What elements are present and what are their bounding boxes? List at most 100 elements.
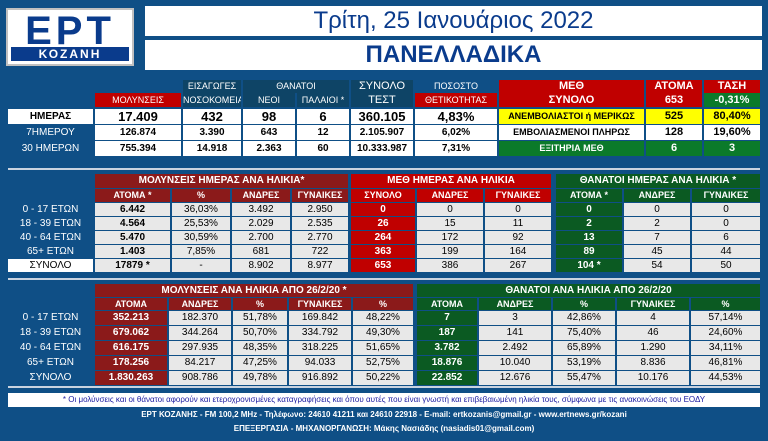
bottom-m-pg: 52,75% (353, 356, 413, 370)
col-b-gyn: ΓΥΝΑΙΚΕΣ (289, 298, 351, 310)
mid-t-andres: 45 (624, 245, 690, 258)
bottom-t-pa: 53,19% (553, 356, 615, 370)
value-neoi: 2.363 (243, 141, 295, 156)
bottom-t-pg: 46,81% (691, 356, 760, 370)
value-eisagoges: 3.390 (183, 125, 241, 140)
col-meth-gynaikes: ΓΥΝΑΙΚΕΣ (485, 189, 551, 202)
bottom-t-andres: 10.040 (479, 356, 551, 370)
mid-m-atoma: 17879 * (95, 259, 170, 272)
mid-m-gyn: 2.950 (292, 203, 348, 216)
header-mid-meth: ΜΕΘ ΗΜΕΡΑΣ ΑΝΑ ΗΛΙΚΙΑ (351, 174, 551, 188)
mid-t-gyn: 6 (692, 231, 760, 244)
header-thanatoi: ΘΑΝΑΤΟΙ (243, 80, 349, 93)
col-bt-pa: % (553, 298, 615, 310)
mid-t-atoma: 89 (556, 245, 622, 258)
bottom-m-andres: 908.786 (169, 371, 231, 385)
header-molynseis: ΜΟΛΥΝΣΕΙΣ (95, 93, 181, 107)
value-meth-total: 653 (646, 93, 702, 107)
mid-m-andres: 2.700 (232, 231, 290, 244)
col-b-atoma: ΑΤΟΜΑ (95, 298, 167, 310)
divider-mid (8, 278, 760, 280)
age-label: 0 - 17 ΕΤΩΝ (8, 311, 93, 325)
bottom-m-atoma: 679.062 (95, 326, 167, 340)
mid-e-gyn: 267 (485, 259, 551, 272)
col-bt-pg: % (691, 298, 760, 310)
value-eisagoges: 432 (183, 109, 241, 124)
bottom-m-atoma: 616.175 (95, 341, 167, 355)
col-b-pa: % (233, 298, 287, 310)
bottom-t-pa: 65,89% (553, 341, 615, 355)
mid-m-pct: 36,03% (172, 203, 230, 216)
col-meth-andres: ΑΝΔΡΕΣ (417, 189, 483, 202)
mid-m-andres: 681 (232, 245, 290, 258)
value-palaioi: 6 (297, 109, 349, 124)
bottom-m-atoma: 1.830.263 (95, 371, 167, 385)
meth-row-label: ΕΜΒΟΛΙΑΣΜΕΝΟΙ ΠΛΗΡΩΣ (499, 125, 644, 140)
value-molynseis: 755.394 (95, 141, 181, 156)
mid-e-gyn: 92 (485, 231, 551, 244)
mid-e-gyn: 0 (485, 203, 551, 216)
bottom-m-pg: 48,22% (353, 311, 413, 325)
bottom-t-atoma: 18.876 (417, 356, 477, 370)
bottom-t-pa: 42,86% (553, 311, 615, 325)
page-title: Τρίτη, 25 Ιανουάριος 2022 (145, 6, 762, 36)
age-label: 18 - 39 ΕΤΩΝ (8, 217, 93, 230)
bottom-t-gyn: 4 (617, 311, 689, 325)
value-neoi: 98 (243, 109, 295, 124)
header-meth-tasi: ΤΑΣΗ (704, 80, 760, 93)
meth-row-label: ΕΞΙΤΗΡΙΑ ΜΕΘ (499, 141, 644, 156)
bottom-t-pg: 44,53% (691, 371, 760, 385)
bottom-t-pg: 57,14% (691, 311, 760, 325)
mid-m-andres: 2.029 (232, 217, 290, 230)
ert-logo: ΕΡΤ ΚΟΖΑΝΗ (6, 8, 134, 66)
mid-m-gyn: 2.770 (292, 231, 348, 244)
bottom-m-atoma: 352.213 (95, 311, 167, 325)
age-label: 18 - 39 ΕΤΩΝ (8, 326, 93, 340)
value-test: 10.333.987 (351, 141, 413, 156)
value-molynseis: 126.874 (95, 125, 181, 140)
col-bt-atoma: ΑΤΟΜΑ (417, 298, 477, 310)
mid-m-pct: - (172, 259, 230, 272)
mid-e-syn: 653 (351, 259, 415, 272)
bottom-m-gyn: 94.033 (289, 356, 351, 370)
mid-e-andres: 199 (417, 245, 483, 258)
bottom-m-andres: 344.264 (169, 326, 231, 340)
value-pososto: 4,83% (415, 109, 497, 124)
mid-e-andres: 386 (417, 259, 483, 272)
header-eisagoges: ΕΙΣΑΓΩΓΕΣ (183, 80, 241, 93)
value-molynseis: 17.409 (95, 109, 181, 124)
footer-note: * Οι μολύνσεις και οι θάνατοι αφορούν κα… (8, 393, 760, 407)
mid-m-gyn: 2.535 (292, 217, 348, 230)
mid-e-syn: 0 (351, 203, 415, 216)
bottom-t-andres: 2.492 (479, 341, 551, 355)
value-test: 2.105.907 (351, 125, 413, 140)
age-label: 0 - 17 ΕΤΩΝ (8, 203, 93, 216)
bottom-m-pg: 51,65% (353, 341, 413, 355)
header-bottom-molynseis: ΜΟΛΥΝΣΕΙΣ ΑΝΑ ΗΛΙΚΙΑ ΑΠΟ 26/2/20 * (95, 284, 413, 297)
mid-e-syn: 264 (351, 231, 415, 244)
age-label: 40 - 64 ΕΤΩΝ (8, 341, 93, 355)
footer-contact: ΕΡΤ ΚΟΖΑΝΗΣ - FM 100,2 MHz - Τηλέφωνο: 2… (141, 410, 627, 419)
col-meth-synolo: ΣΥΝΟΛΟ (351, 189, 415, 202)
divider-bottom (8, 386, 760, 388)
header-mid-molynseis: ΜΟΛΥΝΣΕΙΣ ΗΜΕΡΑΣ ΑΝΑ ΗΛΙΚΙΑ* (95, 174, 348, 188)
logo-main: ΕΡΤ (25, 9, 115, 53)
col-pct: % (172, 189, 230, 202)
mid-t-gyn: 0 (692, 203, 760, 216)
age-label: ΣΥΝΟΛΟ (8, 371, 93, 385)
meth-row-pct: 80,40% (704, 109, 760, 124)
mid-e-andres: 0 (417, 203, 483, 216)
bottom-t-atoma: 3.782 (417, 341, 477, 355)
spacer (8, 80, 88, 94)
bottom-t-atoma: 187 (417, 326, 477, 340)
header-palaioi: ΠΑΛΑΙΟΙ * (297, 93, 349, 107)
header-meth: ΜΕΘ (499, 80, 644, 93)
age-label: 65+ ΕΤΩΝ (8, 245, 93, 258)
bottom-m-pg: 49,30% (353, 326, 413, 340)
value-palaioi: 60 (297, 141, 349, 156)
bottom-t-gyn: 46 (617, 326, 689, 340)
page-subtitle: ΠΑΝΕΛΛΑΔΙΚΑ (145, 40, 762, 70)
value-neoi: 643 (243, 125, 295, 140)
bottom-t-gyn: 8.836 (617, 356, 689, 370)
col-andres: ΑΝΔΡΕΣ (232, 189, 290, 202)
